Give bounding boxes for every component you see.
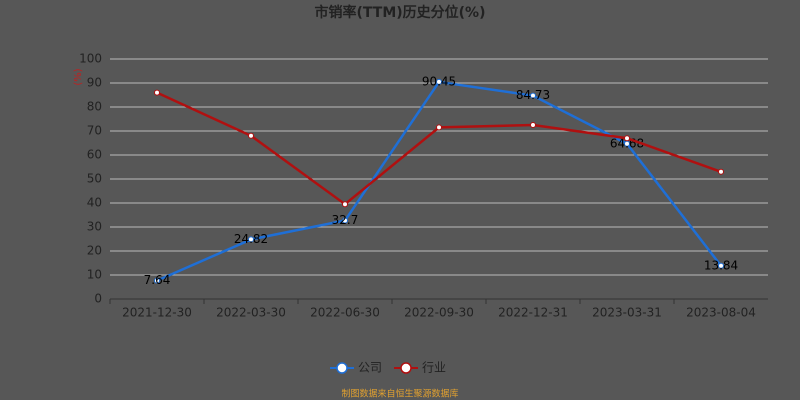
y-tick-label: 80 (87, 100, 102, 114)
point (248, 236, 254, 243)
x-tick-label: 2022-03-30 (216, 306, 286, 320)
y-tick-label: 100 (79, 52, 102, 66)
point (624, 140, 630, 147)
y-tick-label: 40 (87, 196, 102, 210)
legend-label: 行业 (422, 361, 446, 375)
legend-label: 公司 (358, 361, 382, 375)
x-tick-label: 2023-08-04 (686, 306, 756, 320)
chart-title: 市销率(TTM)历史分位(%) (315, 4, 486, 21)
y-tick-label: 50 (87, 172, 102, 186)
point (154, 89, 160, 96)
point (530, 122, 536, 128)
point (248, 132, 254, 139)
y-tick-label: 90 (87, 76, 102, 90)
data-label: 24.82 (234, 232, 268, 246)
data-label: 90.45 (422, 74, 456, 88)
point (530, 92, 536, 99)
point (342, 217, 348, 224)
x-tick-label: 2022-06-30 (310, 306, 380, 320)
x-tick-label: 2022-09-30 (404, 306, 474, 320)
y-axis-label: (%) (73, 68, 84, 85)
data-label: 7.64 (144, 273, 171, 287)
y-tick-label: 60 (87, 148, 102, 162)
point (436, 78, 442, 85)
point (718, 262, 724, 269)
data-label: 13.84 (704, 258, 738, 272)
point (624, 135, 630, 142)
y-tick-label: 20 (87, 244, 102, 258)
legend-marker (336, 362, 348, 374)
point (436, 124, 442, 131)
y-tick-label: 10 (87, 268, 102, 282)
data-label: 32.7 (332, 213, 359, 227)
y-tick-label: 30 (87, 220, 102, 234)
x-tick-label: 2021-12-30 (122, 306, 192, 320)
data-label: 64.68 (610, 136, 644, 150)
source-note: 制图数据来自恒生聚源数据库 (341, 388, 458, 400)
x-tick-label: 2023-03-31 (592, 306, 662, 320)
x-tick-label: 2022-12-31 (498, 306, 568, 320)
data-label: 84.73 (516, 88, 550, 102)
legend-marker (400, 362, 412, 374)
point (342, 201, 348, 208)
y-tick-label: 70 (87, 124, 102, 138)
point (718, 168, 724, 175)
y-tick-label: 0 (94, 292, 102, 306)
point (154, 277, 160, 284)
